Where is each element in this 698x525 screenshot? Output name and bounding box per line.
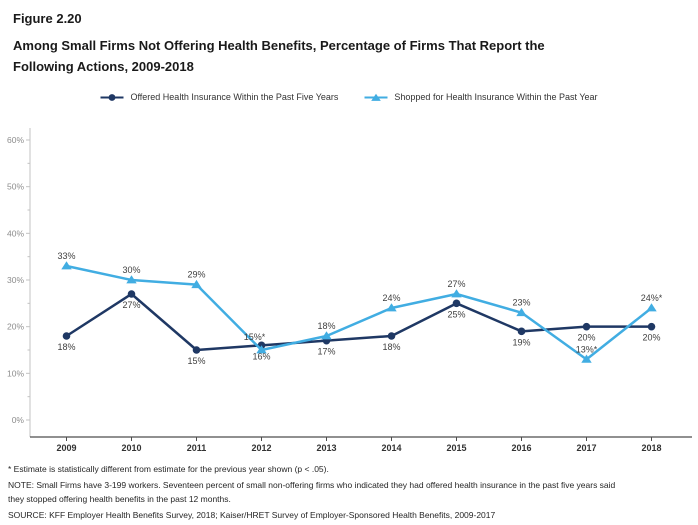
- data-label: 33%: [57, 251, 75, 261]
- data-point-circle: [192, 346, 201, 354]
- data-label: 19%: [512, 337, 530, 347]
- data-label: 27%: [447, 279, 465, 289]
- figure-label: Figure 2.20: [13, 11, 82, 26]
- data-label: 23%: [512, 298, 530, 308]
- x-tick-label: 2011: [187, 443, 207, 453]
- data-point-triangle: [516, 307, 527, 317]
- y-tick-label: 30%: [7, 275, 24, 285]
- line-chart: 0% 10% 20% 30% 40% 50% 60% 2009 2010 2011 2012 2013…: [7, 128, 692, 453]
- data-label: 15%: [187, 356, 205, 366]
- data-label: 18%: [57, 342, 75, 352]
- y-tick-label: 50%: [7, 182, 24, 192]
- data-point-triangle: [61, 261, 72, 270]
- legend-label-offered: Offered Health Insurance Within the Past…: [130, 92, 339, 102]
- legend-line-triangle-marker-icon: [364, 93, 388, 101]
- y-tick-label: 60%: [7, 135, 24, 145]
- data-point-circle: [62, 332, 71, 340]
- data-label: 24%: [382, 293, 400, 303]
- y-tick-label: 0%: [12, 415, 25, 425]
- series-line-0: [65, 292, 653, 352]
- data-point-triangle: [191, 279, 202, 289]
- data-label: 25%: [447, 309, 465, 319]
- data-label: 20%: [577, 333, 595, 343]
- series-line-1: [65, 264, 653, 361]
- data-point-triangle: [126, 275, 137, 284]
- data-label: 15%*: [244, 332, 266, 342]
- data-label: 13%*: [576, 344, 598, 354]
- data-label: 20%: [642, 333, 660, 343]
- data-point-triangle: [646, 303, 657, 312]
- data-label: 18%: [317, 321, 335, 331]
- x-tick-label: 2012: [251, 443, 271, 453]
- x-tick-label: 2013: [316, 443, 336, 453]
- x-tick-label: 2016: [511, 443, 531, 453]
- data-point-circle: [452, 299, 461, 308]
- x-tick-label: 2015: [446, 443, 466, 453]
- data-label: 30%: [122, 265, 140, 275]
- chart-legend: Offered Health Insurance Within the Past…: [0, 90, 698, 104]
- chart-title: Among Small Firms Not Offering Health Be…: [13, 38, 545, 74]
- data-point-circle: [127, 290, 136, 298]
- data-point-circle: [517, 327, 526, 336]
- y-tick-label: 20%: [7, 322, 24, 332]
- data-point-circle: [647, 322, 656, 331]
- footnote-asterisk: * Estimate is statistically different fr…: [8, 464, 329, 474]
- x-tick-label: 2014: [381, 443, 401, 453]
- legend-line-circle-marker-icon: [100, 93, 124, 101]
- data-point-triangle: [386, 303, 397, 312]
- data-point-triangle: [451, 289, 462, 298]
- footnote-source: SOURCE: KFF Employer Health Benefits Sur…: [8, 509, 496, 520]
- data-point-triangle: [581, 354, 592, 363]
- data-point-circle: [387, 332, 396, 340]
- figure-header: Figure 2.20 Among Small Firms Not Offeri…: [0, 0, 698, 77]
- x-tick-label: 2018: [641, 443, 661, 453]
- data-point-triangle: [321, 331, 332, 340]
- data-point-triangle: [256, 345, 267, 354]
- footnote-note: NOTE: Small Firms have 3-199 workers. Se…: [8, 479, 616, 505]
- data-point-circle: [582, 322, 591, 331]
- legend-label-shopped: Shopped for Health Insurance Within the …: [394, 92, 598, 102]
- x-tick-label: 2017: [576, 443, 596, 453]
- data-label: 24%*: [641, 293, 663, 303]
- y-tick-label: 40%: [7, 228, 24, 238]
- x-tick-label: 2010: [121, 443, 141, 453]
- data-label: 16%: [252, 351, 270, 361]
- legend-item-shopped: Shopped for Health Insurance Within the …: [364, 92, 598, 102]
- data-label: 17%: [317, 347, 335, 357]
- data-label: 27%: [122, 300, 140, 310]
- x-tick-label: 2009: [56, 443, 76, 453]
- data-label: 18%: [382, 342, 400, 352]
- footnotes: * Estimate is statistically different fr…: [0, 456, 698, 522]
- legend-item-offered: Offered Health Insurance Within the Past…: [100, 92, 338, 102]
- y-tick-label: 10%: [7, 368, 24, 378]
- data-label: 29%: [187, 270, 205, 280]
